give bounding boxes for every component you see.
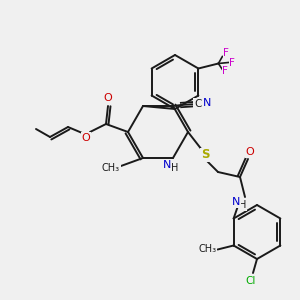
- Text: O: O: [246, 147, 254, 157]
- Text: H: H: [239, 200, 247, 210]
- Text: F: F: [224, 49, 229, 58]
- Text: Cl: Cl: [246, 276, 256, 286]
- Text: O: O: [103, 93, 112, 103]
- Text: O: O: [82, 133, 90, 143]
- Text: C: C: [194, 99, 202, 109]
- Text: F: F: [222, 67, 228, 76]
- Text: CH₃: CH₃: [199, 244, 217, 254]
- Text: CH₃: CH₃: [102, 163, 120, 173]
- Text: F: F: [230, 58, 235, 68]
- Text: H: H: [171, 163, 179, 173]
- Text: N: N: [203, 98, 211, 108]
- Text: N: N: [232, 197, 240, 207]
- Text: S: S: [201, 148, 209, 161]
- Text: N: N: [163, 160, 171, 170]
